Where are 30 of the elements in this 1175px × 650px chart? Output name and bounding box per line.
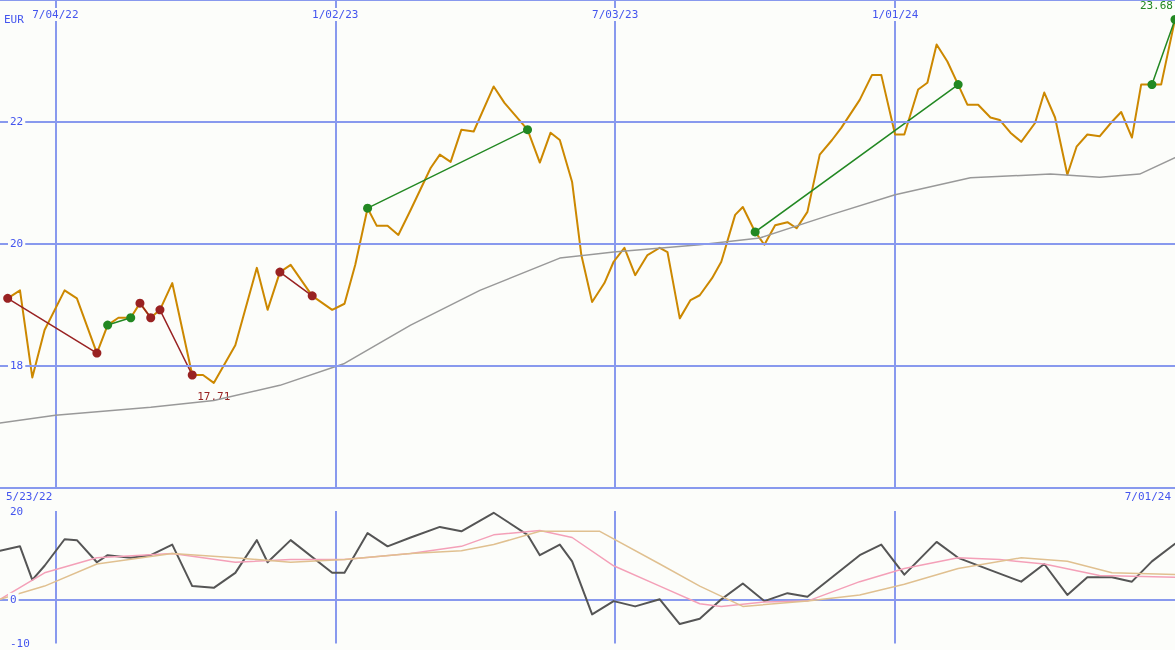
text: 7/01/24 bbox=[1124, 490, 1172, 503]
point bbox=[307, 291, 317, 301]
point bbox=[126, 313, 136, 323]
point bbox=[3, 293, 13, 303]
text: 5/23/22 bbox=[6, 490, 53, 503]
point bbox=[135, 298, 145, 308]
point bbox=[92, 348, 102, 358]
x-tick-label: 1/02/23 bbox=[312, 8, 359, 21]
annotation: 23.68 bbox=[1139, 0, 1173, 13]
point bbox=[523, 125, 533, 135]
line-series bbox=[0, 156, 1175, 424]
point bbox=[187, 370, 197, 380]
point bbox=[750, 227, 760, 237]
y-tick-label: 20 bbox=[10, 504, 24, 518]
point bbox=[146, 313, 156, 323]
y-axis-title: EUR bbox=[4, 13, 25, 26]
x-tick-label: 7/03/23 bbox=[592, 8, 639, 21]
point bbox=[103, 320, 113, 330]
y-tick-label: -10 bbox=[10, 637, 30, 650]
point bbox=[275, 267, 285, 277]
point bbox=[155, 305, 165, 315]
annotation: 17.71 bbox=[197, 389, 231, 403]
y-tick-label: 0 bbox=[10, 592, 17, 606]
y-tick-label: 20 bbox=[10, 237, 24, 250]
x-tick-label: 1/01/24 bbox=[871, 8, 919, 21]
y-tick-label: 18 bbox=[10, 358, 24, 372]
x-tick-label: 7/04/22 bbox=[32, 8, 79, 21]
point bbox=[953, 80, 963, 90]
point bbox=[363, 203, 373, 213]
y-tick-label: 22 bbox=[10, 115, 24, 129]
